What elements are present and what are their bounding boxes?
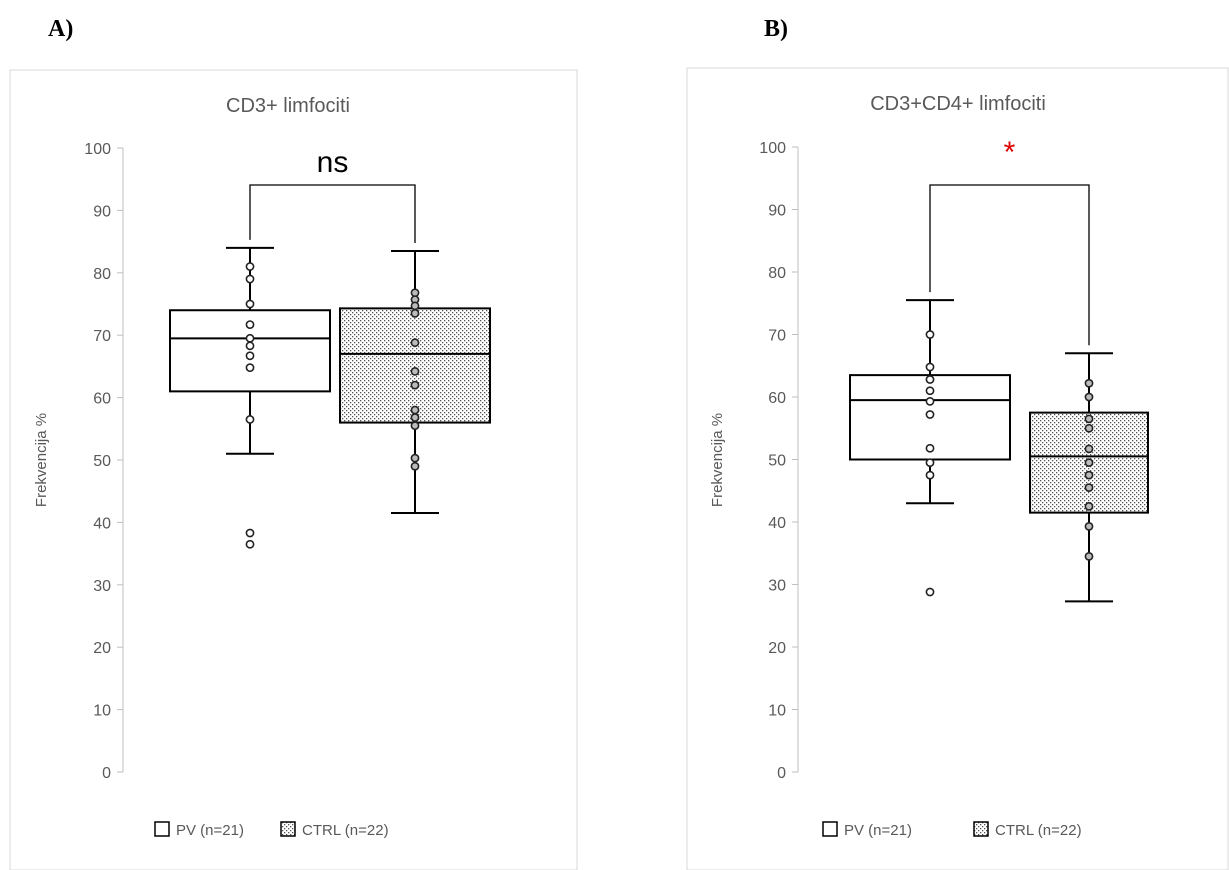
- data-point: [245, 528, 255, 538]
- legend-ctrl-swatch: [973, 821, 989, 837]
- data-point: [245, 274, 255, 284]
- y-tick-label: 30: [93, 578, 111, 595]
- data-point: [410, 405, 420, 415]
- y-tick-label: 0: [102, 765, 111, 782]
- data-point: [245, 363, 255, 373]
- y-tick-label: 40: [93, 515, 111, 532]
- box-pv: [169, 246, 331, 549]
- y-tick-label: 80: [93, 266, 111, 283]
- panel-a-frame: [9, 69, 578, 870]
- panel-b: B) CD3+CD4+ limfociti Frekvencija % 0 10 2…: [686, 16, 1229, 870]
- legend-ctrl-swatch: [280, 821, 296, 837]
- data-point: [1084, 501, 1094, 511]
- data-point: [925, 470, 935, 480]
- data-point: [410, 380, 420, 390]
- y-tick-label: 40: [768, 515, 786, 532]
- panel-a-plot: 0 10 20 30 40 50 60 70 80 90 100 ns: [84, 141, 491, 782]
- data-point: [410, 421, 420, 431]
- data-point: [925, 443, 935, 453]
- panel-a-label: A): [48, 16, 73, 42]
- y-tick-label: 30: [768, 578, 786, 595]
- data-point: [410, 338, 420, 348]
- y-tick-label: 50: [768, 453, 786, 470]
- data-point: [1084, 423, 1094, 433]
- data-point: [925, 330, 935, 339]
- y-tick-label: 60: [768, 390, 786, 407]
- y-tick-label: 20: [768, 640, 786, 657]
- y-tick-label: 90: [768, 203, 786, 220]
- box-iqr: [169, 309, 331, 393]
- y-tick-label: 70: [768, 328, 786, 345]
- panel-a: A) CD3+ limfociti Frekvencija % 0 10 20 30 4…: [9, 16, 578, 870]
- data-point: [1084, 470, 1094, 480]
- y-tick-label: 60: [93, 391, 111, 408]
- data-point: [925, 375, 935, 384]
- legend-pv-swatch: [154, 821, 170, 837]
- y-tick-label: 100: [759, 140, 786, 157]
- data-point: [410, 461, 420, 471]
- box-pv: [849, 299, 1011, 597]
- legend-pv-label: PV (n=21): [176, 822, 244, 839]
- data-point: [1084, 458, 1094, 468]
- data-point: [1084, 551, 1094, 561]
- data-point: [245, 320, 255, 329]
- data-point: [925, 396, 935, 406]
- panel-b-plot: 0 10 20 30 40 50 60 70 80 90 100 *: [759, 136, 1149, 782]
- y-tick-label: 20: [93, 640, 111, 657]
- panel-a-title: CD3+ limfociti: [226, 95, 350, 117]
- data-point: [925, 410, 935, 419]
- data-point: [245, 341, 255, 351]
- data-point: [410, 366, 420, 376]
- data-point: [925, 587, 935, 597]
- data-point: [1084, 483, 1094, 493]
- data-point: [1084, 521, 1094, 531]
- data-point: [410, 453, 420, 463]
- legend-ctrl-label: CTRL (n=22): [995, 822, 1082, 839]
- y-tick-label: 10: [93, 703, 111, 720]
- data-point: [245, 415, 255, 424]
- data-point: [1084, 378, 1094, 388]
- y-tick-label: 90: [93, 203, 111, 220]
- significance-label: *: [1004, 136, 1016, 169]
- data-point: [925, 458, 935, 468]
- panel-b-legend: PV (n=21) CTRL (n=22): [822, 821, 1082, 839]
- data-point: [410, 413, 420, 422]
- data-point: [1084, 444, 1094, 454]
- y-tick-label: 10: [768, 703, 786, 720]
- box-ctrl: [1029, 352, 1149, 603]
- data-point: [1084, 392, 1094, 402]
- panel-b-label: B): [764, 16, 788, 42]
- panel-a-y-axis-label: Frekvencija %: [33, 413, 50, 507]
- panel-b-title: CD3+CD4+ limfociti: [870, 93, 1046, 115]
- data-point: [245, 299, 255, 309]
- panel-b-y-axis-label: Frekvencija %: [709, 413, 726, 507]
- y-tick-label: 70: [93, 328, 111, 345]
- data-point: [1084, 414, 1094, 424]
- data-point: [245, 262, 255, 271]
- box-iqr: [339, 307, 491, 424]
- legend-ctrl-label: CTRL (n=22): [302, 822, 389, 839]
- data-point: [245, 333, 255, 343]
- data-point: [245, 539, 255, 549]
- data-point: [925, 386, 935, 396]
- data-point: [410, 301, 420, 311]
- significance-bracket: [249, 184, 416, 243]
- y-tick-label: 50: [93, 453, 111, 470]
- y-tick-label: 0: [777, 765, 786, 782]
- y-tick-label: 80: [768, 265, 786, 282]
- significance-label: ns: [317, 146, 349, 179]
- data-point: [925, 362, 935, 372]
- legend-pv-swatch: [822, 821, 838, 837]
- box-ctrl: [339, 249, 491, 515]
- data-point: [245, 351, 255, 361]
- significance-bracket: [929, 184, 1090, 346]
- legend-pv-label: PV (n=21): [844, 822, 912, 839]
- panel-a-legend: PV (n=21) CTRL (n=22): [154, 821, 389, 839]
- y-tick-label: 100: [84, 141, 111, 158]
- data-point: [410, 308, 420, 318]
